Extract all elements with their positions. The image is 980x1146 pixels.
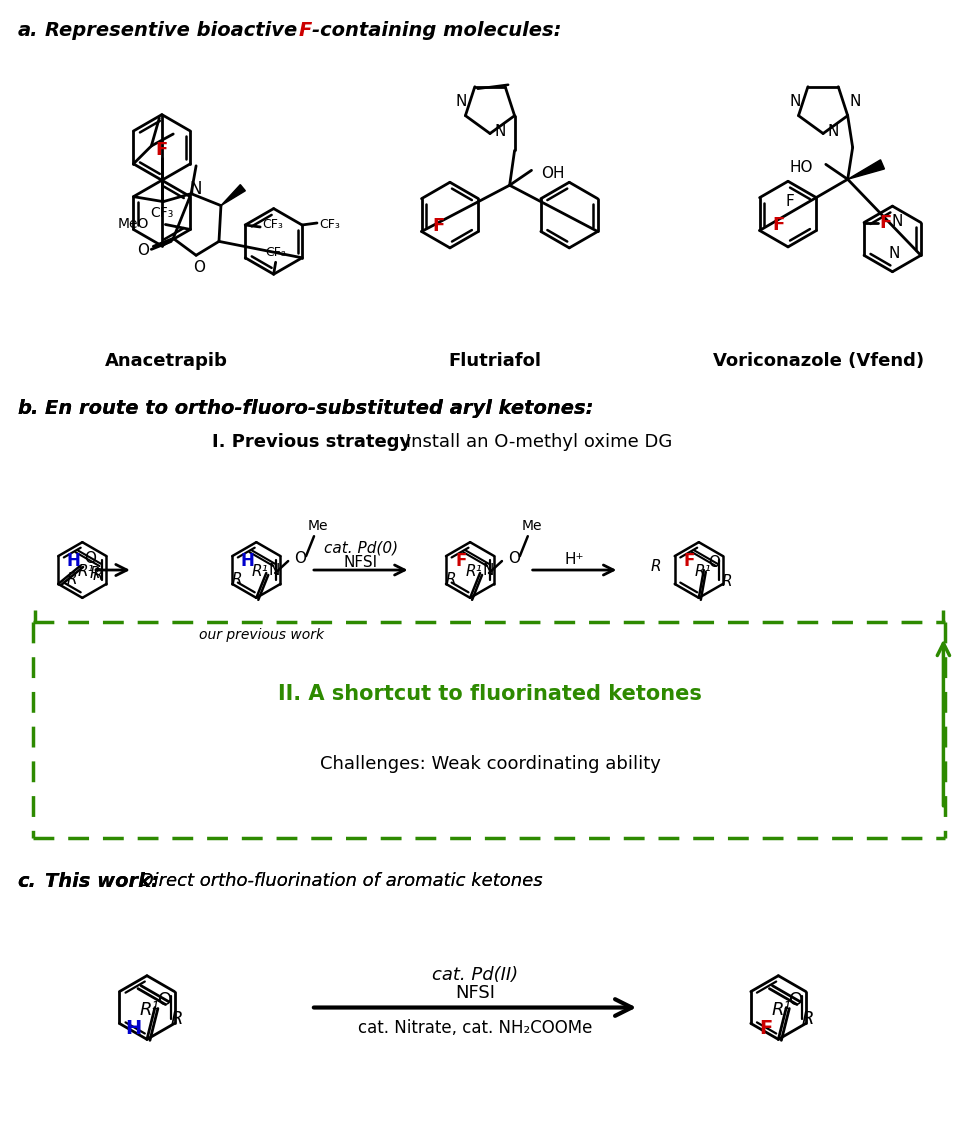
Text: R: R — [650, 558, 661, 573]
Text: F: F — [299, 21, 313, 40]
Text: O: O — [508, 550, 519, 566]
Text: R: R — [721, 574, 732, 589]
Text: N: N — [494, 124, 506, 139]
Text: O: O — [84, 550, 96, 566]
Text: O: O — [193, 260, 205, 275]
Text: N: N — [269, 563, 280, 578]
Text: F: F — [880, 213, 892, 231]
Text: F: F — [760, 1019, 772, 1038]
Text: MeO: MeO — [118, 218, 149, 231]
Text: H: H — [240, 552, 254, 570]
Text: Me: Me — [521, 519, 542, 533]
Text: This work:: This work: — [44, 872, 159, 892]
Text: R: R — [802, 1011, 814, 1028]
Text: H⁺: H⁺ — [564, 552, 584, 567]
Text: b.: b. — [18, 399, 39, 418]
Text: R: R — [67, 573, 77, 588]
Text: This work:: This work: — [44, 872, 159, 892]
Text: O: O — [294, 550, 306, 566]
Text: F: F — [772, 215, 784, 234]
Text: F: F — [432, 217, 444, 235]
Text: : Install an O-methyl oxime DG: : Install an O-methyl oxime DG — [394, 433, 672, 450]
Text: N: N — [850, 94, 861, 109]
Text: Me: Me — [308, 519, 328, 533]
Text: c.: c. — [18, 872, 36, 892]
Text: b.: b. — [18, 399, 39, 418]
Text: cat. Pd(II): cat. Pd(II) — [432, 966, 518, 983]
Text: R: R — [93, 568, 103, 583]
Text: En route to ortho-fluoro-substituted aryl ketones:: En route to ortho-fluoro-substituted ary… — [44, 399, 593, 418]
Text: Anacetrapib: Anacetrapib — [106, 352, 228, 370]
Text: F: F — [156, 141, 168, 159]
Text: CF₃: CF₃ — [263, 219, 283, 231]
Polygon shape — [848, 159, 884, 179]
Text: H: H — [67, 552, 80, 570]
Text: O: O — [158, 990, 172, 1008]
Text: Representive bioactive: Representive bioactive — [44, 21, 304, 40]
Text: R¹: R¹ — [77, 564, 94, 579]
Text: CF₃: CF₃ — [266, 246, 286, 259]
Text: N: N — [190, 180, 202, 198]
Text: NFSI: NFSI — [344, 555, 378, 570]
Text: N: N — [790, 94, 802, 109]
Text: N: N — [889, 246, 900, 261]
Text: Direct ortho-fluorination of aromatic ketones: Direct ortho-fluorination of aromatic ke… — [134, 872, 543, 890]
Text: R: R — [89, 566, 100, 581]
Text: N: N — [827, 124, 839, 139]
Text: F: F — [786, 194, 795, 209]
Text: R¹: R¹ — [252, 564, 269, 579]
Text: H: H — [125, 1019, 141, 1038]
Text: Voriconazole (Vfend): Voriconazole (Vfend) — [712, 352, 924, 370]
Text: O: O — [789, 990, 804, 1008]
Text: R: R — [446, 573, 457, 588]
Text: CF₃: CF₃ — [150, 206, 173, 220]
Text: CF₃: CF₃ — [319, 219, 340, 231]
Text: R¹: R¹ — [140, 1000, 160, 1019]
Text: N: N — [892, 213, 904, 228]
Text: O: O — [137, 243, 149, 258]
Text: -containing molecules:: -containing molecules: — [312, 21, 562, 40]
Text: II. A shortcut to fluorinated ketones: II. A shortcut to fluorinated ketones — [278, 684, 702, 705]
Text: our previous work: our previous work — [199, 628, 323, 642]
Text: OH: OH — [541, 166, 564, 181]
Text: F: F — [684, 552, 695, 570]
Polygon shape — [220, 185, 245, 205]
Text: En route to ortho-fluoro-substituted aryl ketones:: En route to ortho-fluoro-substituted ary… — [44, 399, 593, 418]
Text: NFSI: NFSI — [455, 983, 495, 1002]
Text: R¹: R¹ — [694, 564, 710, 579]
Text: cat. Nitrate, cat. NH₂COOMe: cat. Nitrate, cat. NH₂COOMe — [358, 1020, 592, 1037]
Text: a.: a. — [18, 21, 38, 40]
Text: I. Previous strategy: I. Previous strategy — [212, 433, 411, 450]
Text: R: R — [232, 573, 242, 588]
Text: Flutriafol: Flutriafol — [449, 352, 542, 370]
Text: O: O — [708, 555, 719, 570]
Text: c.: c. — [18, 872, 36, 892]
Text: R¹: R¹ — [466, 564, 482, 579]
Text: N: N — [456, 94, 467, 109]
Text: N: N — [482, 563, 494, 578]
Text: HO: HO — [789, 159, 812, 175]
Text: Challenges: Weak coordinating ability: Challenges: Weak coordinating ability — [319, 755, 661, 772]
Text: F: F — [456, 552, 466, 570]
Text: R¹: R¹ — [771, 1000, 791, 1019]
Text: R: R — [171, 1011, 183, 1028]
Text: cat. Pd(0): cat. Pd(0) — [323, 540, 398, 555]
Text: Direct ortho-fluorination of aromatic ketones: Direct ortho-fluorination of aromatic ke… — [134, 872, 543, 890]
